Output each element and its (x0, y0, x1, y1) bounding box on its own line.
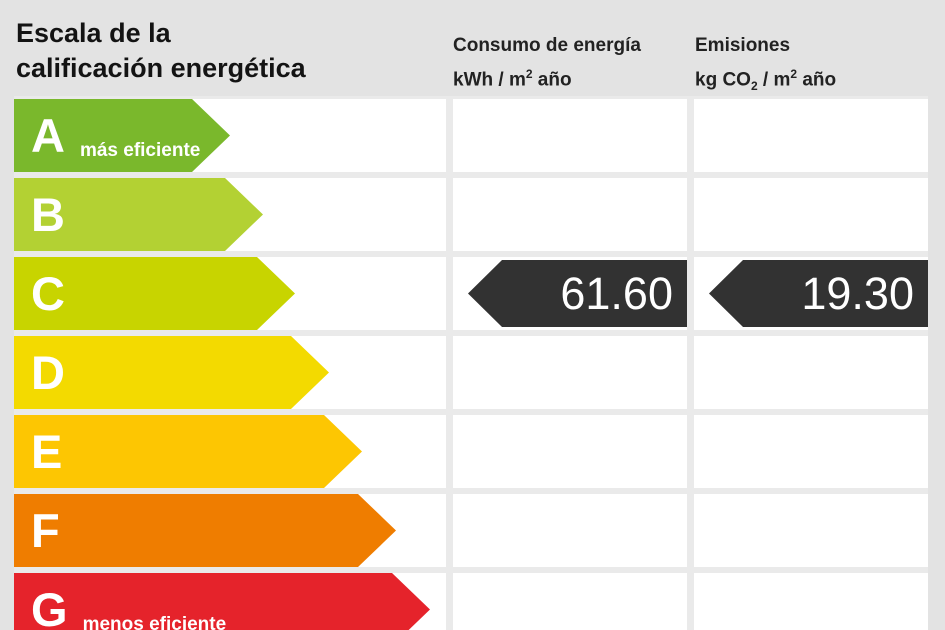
scale-row-c: C 61.60 19.30 (14, 257, 928, 330)
emisiones-column-header: Emisiones kg CO2 / m2 año (695, 31, 836, 101)
emisiones-header-units: kg CO2 / m2 año (695, 67, 837, 94)
rating-band-e: E (14, 415, 362, 488)
emisiones-cell (694, 178, 928, 251)
rating-letter-b: B (31, 188, 65, 241)
scale-row-d: D (14, 336, 928, 409)
rating-letter-f: F (31, 504, 60, 557)
rating-band-g: G menos eficiente (14, 573, 430, 630)
consumo-cell (453, 573, 687, 630)
consumo-indicator-arrow: 61.60 (468, 260, 687, 327)
emisiones-indicator-arrow: 19.30 (709, 260, 928, 327)
consumo-cell (453, 178, 687, 251)
scale-cell: E (14, 415, 446, 488)
rating-band-b: B (14, 178, 263, 251)
scale-row-f: F (14, 494, 928, 567)
consumo-cell (453, 494, 687, 567)
consumo-cell (453, 415, 687, 488)
emisiones-cell (694, 336, 928, 409)
rating-band-a: A más eficiente (14, 99, 230, 172)
rating-band-c: C (14, 257, 295, 330)
consumo-cell (453, 336, 687, 409)
emisiones-header-title: Emisiones (695, 35, 791, 56)
rating-note-a: más eficiente (79, 140, 201, 161)
consumo-cell (453, 99, 687, 172)
scale-cell: C (14, 257, 446, 330)
scale-row-a: A más eficiente (14, 99, 928, 172)
rating-letter-c: C (31, 267, 65, 320)
emisiones-cell: 19.30 (694, 257, 928, 330)
rating-letter-a: A (31, 109, 65, 162)
rating-band-d: D (14, 336, 329, 409)
scale-cell: D (14, 336, 446, 409)
scale-cell: F (14, 494, 446, 567)
consumo-header-units: kWh / m2 año (453, 67, 572, 91)
rating-letter-d: D (31, 346, 65, 399)
emisiones-value: 19.30 (801, 268, 914, 319)
scale-cell: G menos eficiente (14, 573, 446, 630)
consumo-header-title: Consumo de energía (453, 35, 641, 56)
scale-row-e: E (14, 415, 928, 488)
consumo-column-header: Consumo de energía kWh / m2 año (453, 31, 641, 94)
consumo-value: 61.60 (560, 268, 673, 319)
page-title-line1: Escala de la (16, 18, 171, 48)
scale-cell: B (14, 178, 446, 251)
rating-letter-g: G (31, 583, 68, 630)
scale-row-g: G menos eficiente (14, 573, 928, 630)
emisiones-cell (694, 99, 928, 172)
rating-letter-e: E (31, 425, 63, 478)
emisiones-cell (694, 494, 928, 567)
scale-cell: A más eficiente (14, 99, 446, 172)
page-title: Escala de la calificación energética (16, 16, 306, 86)
scale-row-b: B (14, 178, 928, 251)
page-title-line2: calificación energética (16, 53, 306, 83)
consumo-cell: 61.60 (453, 257, 687, 330)
rating-table: A más eficiente B C (14, 96, 928, 630)
emisiones-cell (694, 573, 928, 630)
rating-band-f: F (14, 494, 396, 567)
emisiones-cell (694, 415, 928, 488)
rating-note-g: menos eficiente (82, 614, 227, 630)
